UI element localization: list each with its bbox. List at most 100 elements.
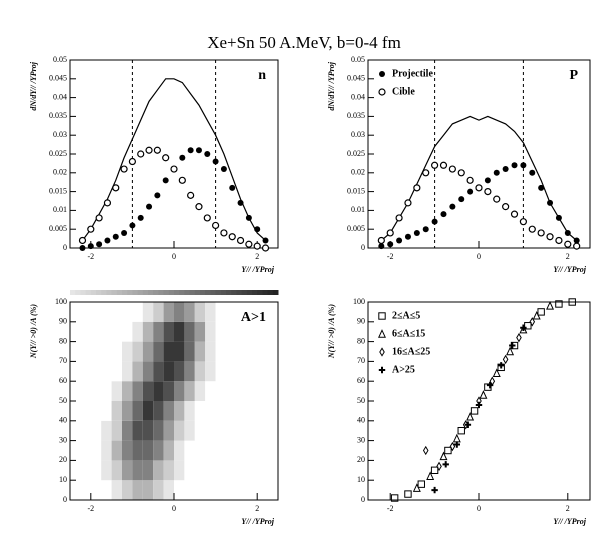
- color-scale: [158, 290, 165, 295]
- marker: [179, 154, 186, 161]
- marker: [475, 401, 483, 409]
- marker: [466, 176, 474, 184]
- heatmap-cell: [142, 302, 154, 322]
- heatmap-cell: [205, 440, 216, 461]
- y-tick-label: 0.02: [351, 168, 365, 177]
- heatmap-cell: [215, 341, 226, 362]
- marker: [546, 301, 555, 310]
- color-scale: [220, 290, 227, 295]
- color-scale: [215, 290, 222, 295]
- color-scale: [205, 290, 211, 295]
- marker: [137, 150, 145, 158]
- heatmap-cell: [142, 480, 154, 500]
- heatmap-cell: [215, 401, 226, 421]
- heatmap-cell: [122, 480, 133, 500]
- marker: [439, 451, 448, 461]
- heatmap-cell: [132, 440, 143, 461]
- heatmap-cell: [142, 440, 154, 461]
- marker: [457, 427, 465, 435]
- heatmap-cell: [215, 480, 226, 500]
- heatmap-cell: [132, 302, 143, 322]
- x-axis-label: Y// /YProj: [241, 265, 274, 274]
- heatmap-cell: [153, 321, 164, 342]
- color-scale: [101, 290, 107, 295]
- y-tick-label: 40: [59, 416, 67, 425]
- y-tick-label: 0.045: [49, 74, 67, 83]
- marker: [413, 229, 420, 236]
- panel-label: P: [569, 68, 578, 83]
- marker: [546, 233, 554, 241]
- marker: [178, 176, 186, 184]
- marker: [422, 445, 429, 456]
- heatmap-cell: [194, 480, 206, 500]
- heatmap-cell: [153, 480, 164, 500]
- heatmap-cell: [122, 460, 133, 481]
- heatmap-cell: [215, 440, 226, 461]
- color-scale: [231, 290, 237, 295]
- heatmap-cell: [163, 420, 174, 441]
- heatmap-cell: [122, 341, 133, 362]
- heatmap-cell: [153, 460, 164, 481]
- heatmap-cell: [122, 321, 133, 342]
- marker: [564, 229, 571, 236]
- heatmap-cell: [153, 381, 164, 401]
- marker: [449, 203, 456, 210]
- color-scale: [189, 290, 196, 295]
- y-tick-label: 90: [59, 317, 67, 326]
- heatmap-cell: [101, 480, 112, 500]
- heatmap-cell: [205, 321, 216, 342]
- heatmap-cell: [174, 341, 185, 362]
- color-scale: [137, 290, 144, 295]
- heatmap-cell: [142, 420, 154, 441]
- color-scale: [111, 290, 118, 295]
- y-tick-label: 50: [59, 396, 67, 405]
- marker: [396, 237, 403, 244]
- marker: [203, 214, 211, 222]
- heatmap-cell: [132, 321, 143, 342]
- y-axis-label: N(Y// >0) /A (%): [29, 304, 38, 359]
- color-scale: [200, 290, 206, 295]
- heatmap-cell: [101, 302, 112, 322]
- color-scale: [168, 290, 175, 295]
- marker: [104, 237, 111, 244]
- heatmap-cell: [111, 361, 122, 382]
- y-tick-label: 10: [59, 475, 67, 484]
- heatmap-cell: [174, 460, 185, 481]
- marker: [220, 166, 227, 173]
- heatmap-cell: [163, 480, 174, 500]
- color-scale: [142, 290, 149, 295]
- heatmap-cell: [163, 321, 174, 342]
- marker: [492, 368, 501, 377]
- y-tick-label: 0: [361, 243, 365, 252]
- marker: [458, 196, 465, 203]
- marker: [453, 441, 460, 448]
- heatmap-cell: [194, 341, 206, 362]
- x-axis-label: Y// /YProj: [553, 517, 586, 526]
- heatmap-cell: [111, 302, 122, 322]
- heatmap-cell: [101, 361, 112, 382]
- color-scale: [226, 290, 232, 295]
- heatmap-cell: [122, 420, 133, 441]
- legend-label: A>25: [392, 364, 415, 375]
- marker: [457, 169, 465, 177]
- y-tick-label: 0.04: [351, 92, 365, 101]
- color-scale: [80, 290, 87, 295]
- marker: [220, 229, 228, 237]
- heatmap-cell: [111, 381, 122, 401]
- y-tick-label: 10: [357, 475, 365, 484]
- marker: [129, 222, 136, 229]
- y-tick-label: 100: [353, 297, 365, 306]
- y-tick-label: 70: [59, 356, 67, 365]
- heatmap-cell: [215, 321, 226, 342]
- marker: [386, 229, 394, 237]
- marker: [509, 342, 516, 349]
- marker: [436, 461, 442, 472]
- marker: [537, 308, 545, 316]
- heatmap-cell: [184, 361, 195, 382]
- heatmap-cell: [132, 480, 143, 500]
- color-scale: [90, 290, 97, 295]
- marker: [431, 218, 438, 225]
- marker: [430, 466, 439, 475]
- y-tick-label: 0.03: [53, 130, 67, 139]
- marker: [573, 242, 581, 250]
